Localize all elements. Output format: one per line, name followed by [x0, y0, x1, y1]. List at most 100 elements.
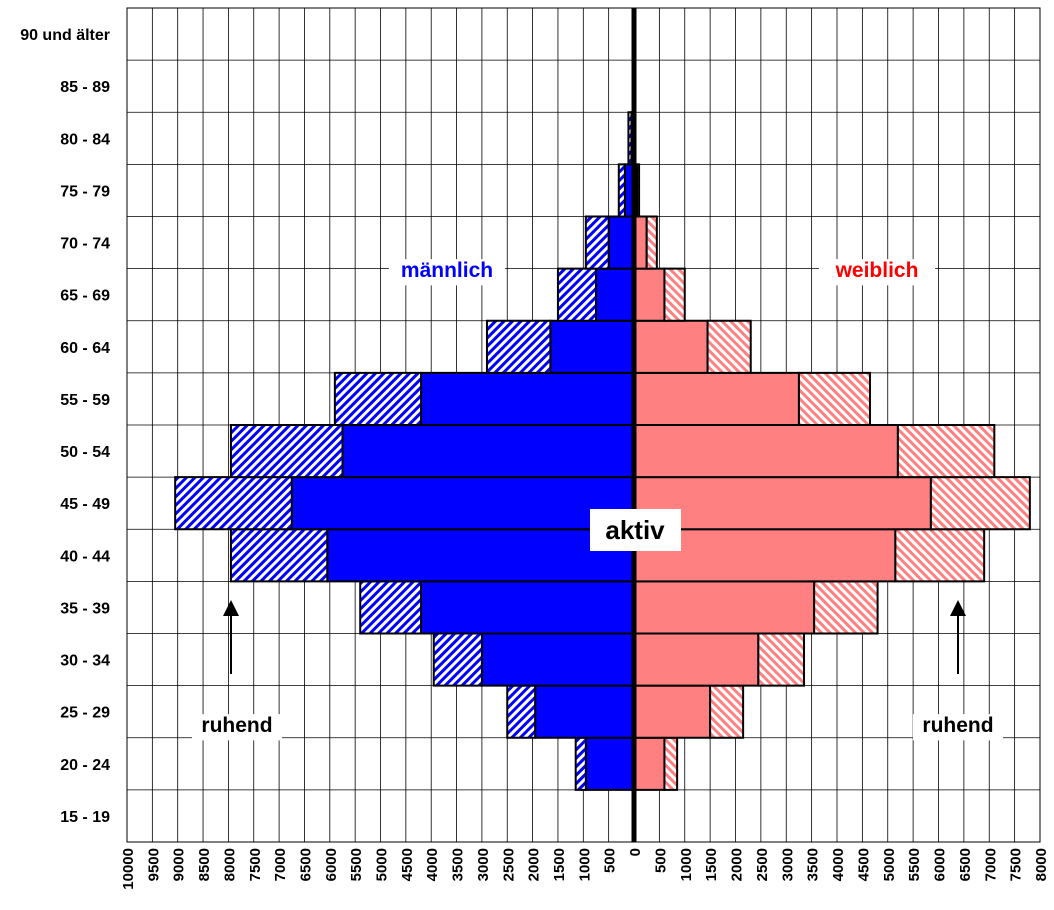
label-resting-left: ruhend — [191, 714, 283, 741]
label-male: männlich — [388, 259, 506, 286]
bar-female-active — [633, 424, 899, 479]
x-tick-label: 3000 — [475, 848, 492, 881]
label-resting-right: ruhend — [912, 714, 1004, 741]
bar-female-resting — [813, 580, 879, 635]
y-tick-label: 85 - 89 — [60, 79, 110, 96]
x-tick-label: 3000 — [779, 848, 796, 881]
x-tick-label: 5500 — [348, 848, 365, 881]
x-tick-label: 2500 — [500, 848, 517, 881]
bar-female-active — [633, 580, 816, 635]
annotations: männlich weiblich ruhend ruhend aktiv — [191, 259, 1004, 741]
x-tick-label: 4500 — [399, 848, 416, 881]
bar-female-active — [633, 632, 760, 687]
label-female: weiblich — [818, 259, 936, 286]
bars-group — [174, 8, 1031, 842]
bar-female-active — [633, 476, 932, 531]
x-tick-label: 9500 — [145, 848, 162, 881]
bar-male-resting — [574, 736, 587, 791]
x-tick-label: 500 — [602, 848, 619, 873]
y-tick-label: 35 - 39 — [60, 600, 110, 617]
bar-male-resting — [627, 111, 633, 166]
x-tick-label: 2500 — [754, 848, 771, 881]
bar-female-resting — [636, 163, 641, 218]
bar-female-active — [633, 736, 666, 791]
y-tick-label: 30 - 34 — [60, 653, 110, 670]
bar-male-resting — [333, 371, 423, 426]
bar-male-resting — [506, 684, 537, 739]
x-tick-labels: 10000 9500 9000 8500 8000 7500 7000 6500 6000 550… — [120, 848, 1050, 890]
bar-female-resting — [894, 528, 986, 583]
y-tick-label: 75 - 79 — [60, 183, 110, 200]
x-tick-label: 7000 — [272, 848, 289, 881]
bar-male-resting — [485, 319, 552, 374]
x-tick-label: 8000 — [1033, 848, 1050, 881]
bar-male-resting — [584, 215, 610, 270]
y-tick-label: 45 - 49 — [60, 496, 110, 513]
x-tick-label: 3500 — [805, 848, 822, 881]
y-tick-label: 40 - 44 — [60, 548, 110, 565]
label-active: aktiv — [590, 509, 681, 551]
y-tick-label: 70 - 74 — [60, 236, 110, 253]
label-resting-right-text: ruhend — [922, 714, 993, 737]
bar-female-resting — [645, 215, 658, 270]
bar-female-resting — [706, 319, 752, 374]
x-tick-label: 6500 — [957, 848, 974, 881]
bar-male-resting — [174, 476, 293, 531]
bar-male-active — [290, 476, 635, 531]
label-resting-right-background — [912, 714, 1004, 741]
bar-female-resting — [757, 632, 806, 687]
x-tick-label: 8000 — [221, 848, 238, 881]
y-tick-label: 80 - 84 — [60, 131, 110, 148]
bar-male-resting — [229, 528, 329, 583]
x-tick-label: 6500 — [297, 848, 314, 881]
bar-male-resting — [432, 632, 483, 687]
y-tick-label: 65 - 69 — [60, 288, 110, 305]
bar-female-resting — [663, 267, 686, 322]
x-tick-label: 1500 — [703, 848, 720, 881]
bar-female-resting — [663, 736, 679, 791]
x-tick-label: 9000 — [171, 848, 188, 881]
x-tick-label: 7500 — [1008, 848, 1025, 881]
x-tick-label: 7000 — [982, 848, 999, 881]
x-tick-label: 10000 — [120, 848, 137, 890]
bar-female-active — [633, 319, 709, 374]
bar-male-active — [594, 267, 635, 322]
bar-male-active — [341, 424, 635, 479]
x-tick-label: 1000 — [576, 848, 593, 881]
label-active-text: aktiv — [605, 515, 665, 545]
x-tick-label: 6000 — [932, 848, 949, 881]
x-tick-label: 1500 — [551, 848, 568, 881]
x-tick-label: 500 — [652, 848, 669, 873]
label-female-text: weiblich — [835, 259, 919, 282]
bar-male-resting — [359, 580, 423, 635]
bar-female-active — [633, 684, 712, 739]
label-resting-left-background — [191, 714, 283, 741]
bar-male-active — [326, 528, 635, 583]
bar-male-active — [420, 580, 635, 635]
bar-male-resting — [617, 163, 626, 218]
x-tick-label: 5000 — [881, 848, 898, 881]
bar-female-resting — [896, 424, 996, 479]
bar-male-active — [549, 319, 635, 374]
bar-male-active — [420, 371, 635, 426]
bar-female-resting — [929, 476, 1031, 531]
bar-male-resting — [556, 267, 597, 322]
bar-male-active — [480, 632, 635, 687]
x-tick-label: 4000 — [424, 848, 441, 881]
y-tick-label: 25 - 29 — [60, 705, 110, 722]
bar-female-active — [633, 371, 800, 426]
bar-male-active — [607, 215, 636, 270]
bar-female-active — [633, 267, 666, 322]
label-active-background — [590, 509, 681, 551]
x-tick-label: 4500 — [855, 848, 872, 881]
x-tick-label: 5500 — [906, 848, 923, 881]
bar-male-active — [534, 684, 636, 739]
x-tick-label: 3500 — [450, 848, 467, 881]
x-tick-label: 0 — [627, 848, 644, 856]
y-tick-label: 15 - 19 — [60, 809, 110, 826]
x-tick-label: 5000 — [374, 848, 391, 881]
y-tick-label: 50 - 54 — [60, 444, 110, 461]
label-male-background — [388, 259, 506, 286]
label-male-text: männlich — [401, 259, 493, 282]
